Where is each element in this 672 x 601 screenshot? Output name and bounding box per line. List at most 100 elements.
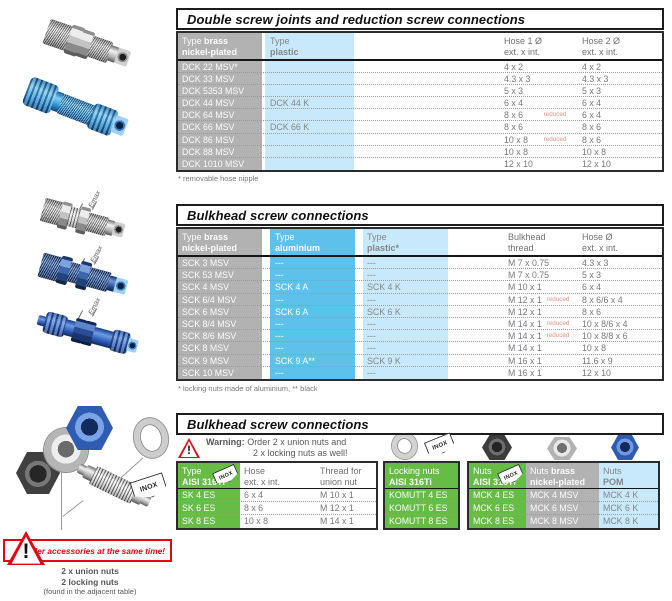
cell-type-plastic: DCK 66 K <box>270 122 310 133</box>
cell-type-brass: DCK 33 MSV <box>182 74 235 85</box>
cell-hose1: 5 x 3 <box>504 86 524 97</box>
col-header-hose: Hose ext. x int. <box>244 466 280 488</box>
order-note-lines: 2 x union nuts 2 locking nuts (found in … <box>0 566 180 598</box>
cell-hose: 10 x 8/8 x 6 <box>582 331 628 342</box>
cell-hose1: 10 x 8 <box>504 146 528 157</box>
cell-type-brass: SCK 8/4 MSV <box>182 318 237 329</box>
cell-hose: 8 x 6 <box>582 306 602 317</box>
bulkhead-type-table: Type AISI 316Ti Hose ext. x int. Thread … <box>176 461 378 530</box>
cell-type-brass: DCK 22 MSV* <box>182 62 238 72</box>
warning-text: Warning: Order 2 x union nuts and 2 x lo… <box>206 437 348 459</box>
cell-hose: 5 x 3 <box>582 270 602 281</box>
cell-type-brass: SCK 8 MSV <box>182 343 229 354</box>
tableA-header: Type AISI 316Ti Hose ext. x int. Thread … <box>178 463 376 489</box>
bulkhead-label: Bulkhead <box>508 232 546 242</box>
cell-nut-k: MCK 8 K <box>603 516 639 526</box>
locking-ring-photo <box>389 430 420 462</box>
inox-stamp-icon: INOX <box>424 432 456 458</box>
table-row: DCK 22 MSV* 4 x 2 4 x 2 <box>178 61 662 74</box>
cell-thread: M 14 x 1 <box>320 516 354 526</box>
table-row: KOMUTT 6 ES <box>385 502 458 515</box>
table2-header: Type brass nickel-plated Type aluminium … <box>178 229 662 257</box>
metal-double-screw-joint-photo <box>41 14 140 78</box>
cell-hose: 10 x 8 <box>582 343 606 354</box>
aisi-label: AISI 316Ti <box>182 477 225 487</box>
header-nickel-label: nickel-plated <box>182 243 238 253</box>
cell-hose: 8 x 6 <box>244 503 264 513</box>
table-row: DCK 1010 MSV 12 x 10 12 x 10 <box>178 158 662 170</box>
cell-hose: 12 x 10 <box>582 367 611 378</box>
table-row: DCK 44 MSV DCK 44 K 6 x 4 6 x 4 <box>178 97 662 110</box>
pom-column-strip <box>599 463 658 528</box>
header-brass-label: brass <box>204 36 229 46</box>
warning-label: Warning: <box>206 437 245 447</box>
table-row: SCK 6 MSV SCK 6 A SCK 6 K M 12 x 1 8 x 6 <box>178 306 662 318</box>
cell-hose1: 4 x 2 <box>504 62 524 72</box>
blue-union-nut-photo <box>66 406 113 450</box>
table-row: MCK 8 ES MCK 8 MSV MCK 8 K <box>469 515 658 528</box>
cell-hose2: 4 x 2 <box>582 62 602 72</box>
cell-hose: 8 x 6/6 x 4 <box>582 294 623 305</box>
cell-hose: 11.6 x 9 <box>582 355 613 366</box>
cell-hose1: 12 x 10 <box>504 158 533 169</box>
cell-thread: M 16 x 1 <box>508 355 542 366</box>
tableA-rows: SK 4 ES 6 x 4 M 10 x 1 SK 6 ES 8 x 6 M 12 x … <box>178 489 376 528</box>
cell-thread: M 12 x 1 <box>320 503 354 513</box>
cell-hose1: 6 x 4 <box>504 98 524 109</box>
callout-line <box>61 464 62 530</box>
table-row: DCK 64 MSV 8 x 6 reduced 6 x 4 <box>178 109 662 122</box>
col-header-union-thread: Thread for union nut <box>320 466 362 488</box>
nickel-label: nickel-plated <box>530 477 586 487</box>
cell-nut-msv: MCK 4 MSV <box>530 490 579 500</box>
cell-type-brass: DCK 44 MSV <box>182 98 235 109</box>
cell-hose2: 10 x 8 <box>582 146 606 157</box>
cell-type-aluminium: --- <box>275 258 284 268</box>
cell-thread: M 16 x 1 <box>508 367 542 378</box>
warning-line1: Order 2 x union nuts and <box>247 437 347 447</box>
hose1-label: Hose 1 Ø <box>504 36 543 46</box>
plastic-column-strip <box>265 33 354 170</box>
section1-footnote: * removable hose nipple <box>178 174 259 183</box>
table-row: MCK 6 ES MCK 6 MSV MCK 6 K <box>469 502 658 515</box>
header-brass-label: brass <box>204 232 229 242</box>
table-row: SCK 4 MSV SCK 4 A SCK 4 K M 10 x 1 6 x 4 <box>178 281 662 294</box>
cell-reduced: reduced <box>546 332 570 340</box>
cell-thread: M 12 x 1 <box>508 294 542 305</box>
cell-type-plastic: SCK 9 K <box>367 355 401 366</box>
table-row: KOMUTT 8 ES <box>385 515 458 528</box>
col-header-brass: Type brass nickel-plated <box>182 232 237 254</box>
hose-bore <box>126 337 140 353</box>
cell-type-aluminium: SCK 9 A** <box>275 355 316 366</box>
header-plastic-label: plastic* <box>367 243 400 253</box>
order-note-line2: 2 locking nuts <box>61 576 119 587</box>
cell-type-aluminium: --- <box>275 294 284 305</box>
cell-hose2: 4.3 x 3 <box>582 74 609 85</box>
cell-thread: M 10 x 1 <box>320 490 354 500</box>
hose2-label: Hose 2 Ø <box>582 36 621 46</box>
hose1-sub: ext. x int. <box>504 47 541 57</box>
cell-reduced: reduced <box>543 111 567 119</box>
cell-type-plastic: --- <box>367 258 376 268</box>
cell-locking-nut: KOMUTT 8 ES <box>389 516 448 526</box>
header-type-label: Type <box>182 36 202 46</box>
table-row: DCK 86 MSV 10 x 8 reduced 8 x 6 <box>178 134 662 146</box>
hose-sub: ext. x int. <box>582 243 619 253</box>
cell-type-plastic: SCK 4 K <box>367 282 401 293</box>
table-row: SCK 8 MSV --- --- M 14 x 1 10 x 8 <box>178 342 662 355</box>
hose-label: Hose <box>244 466 266 476</box>
cell-nut-msv: MCK 6 MSV <box>530 503 579 513</box>
cell-nut-es: MCK 4 ES <box>473 490 515 500</box>
cell-thread: M 7 x 0.75 <box>508 270 550 281</box>
steel-nut-photo <box>482 435 512 460</box>
cell-type-brass: SCK 6 MSV <box>182 306 229 317</box>
col-header-hose1: Hose 1 Ø ext. x int. <box>504 36 542 58</box>
cell-type-brass: DCK 86 MSV <box>182 134 235 145</box>
table-row: DCK 5353 MSV 5 x 3 5 x 3 <box>178 85 662 98</box>
cell-type-brass: DCK 5353 MSV <box>182 86 245 97</box>
tableC-header: Nuts AISI 316Ti Nuts brass nickel-plated… <box>469 463 658 489</box>
pom-label: POM <box>603 477 624 487</box>
thread-for-label: Thread for <box>320 466 362 476</box>
table-row: MCK 4 ES MCK 4 MSV MCK 4 K <box>469 489 658 502</box>
col-header-nuts-brass: Nuts brass nickel-plated <box>530 466 585 488</box>
